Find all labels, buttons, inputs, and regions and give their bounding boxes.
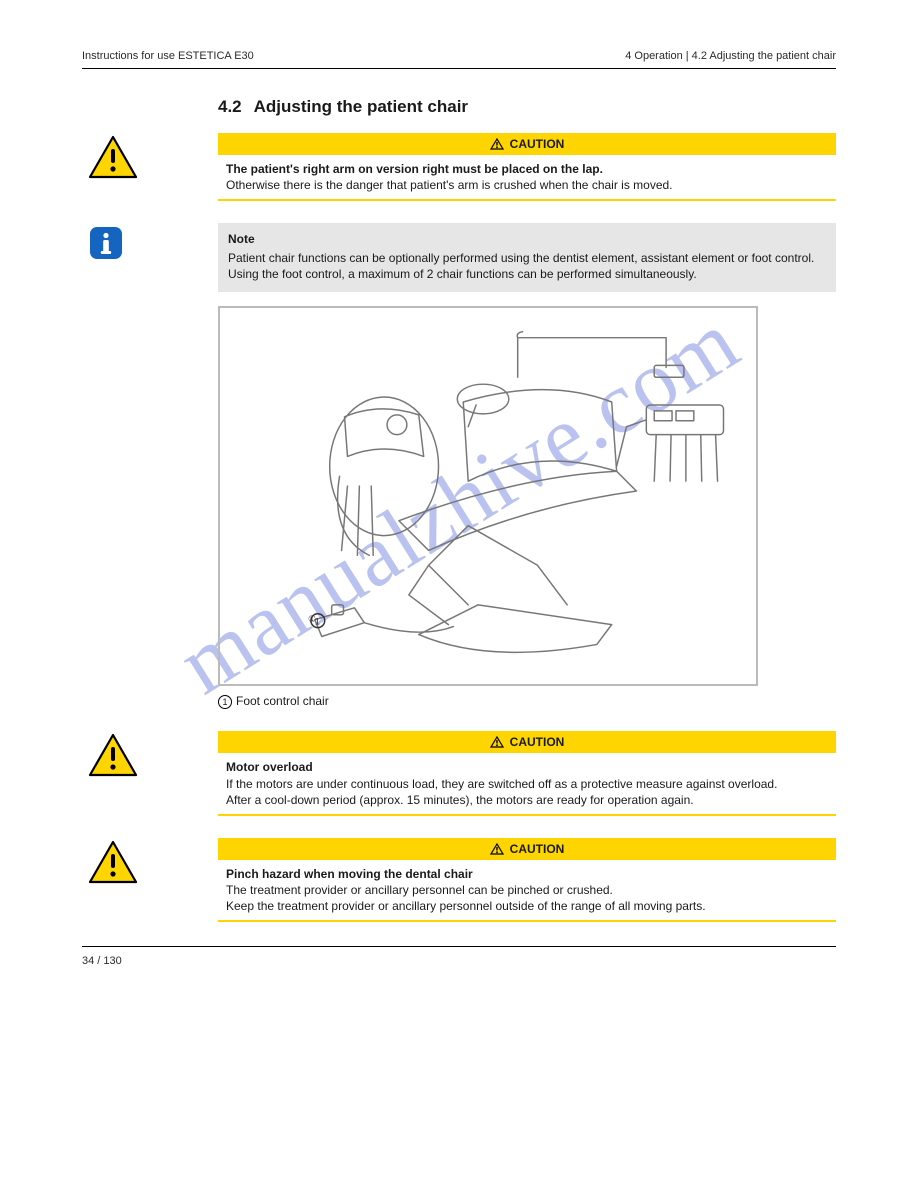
caution3-header: CAUTION — [218, 838, 836, 860]
section-title-text: Adjusting the patient chair — [254, 97, 468, 116]
figure-dental-chair: 1 ① — [218, 306, 758, 686]
warning-triangle-icon — [88, 135, 138, 179]
warning-triangle-icon — [88, 733, 138, 777]
caution-mini-triangle-icon — [490, 843, 504, 855]
caution-mini-triangle-icon — [490, 736, 504, 748]
caution3-bottom-rule — [218, 920, 836, 922]
section-heading: 4.2 Adjusting the patient chair — [218, 97, 836, 117]
caution1-header: CAUTION — [218, 133, 836, 155]
warning-triangle-icon — [88, 840, 138, 884]
caution3-bold: Pinch hazard when moving the dental chai… — [226, 866, 828, 882]
caution1-bold: The patient's right arm on version right… — [226, 161, 828, 177]
caution2-line2: If the motors are under continuous load,… — [226, 776, 828, 792]
note-box: Note Patient chair functions can be opti… — [218, 223, 836, 293]
figure-legend: 1 Foot control chair — [218, 694, 836, 709]
caution3-line2: The treatment provider or ancillary pers… — [226, 882, 828, 898]
legend-text-1: Foot control chair — [236, 694, 329, 708]
figure-marker: ① — [308, 614, 316, 625]
caution1-body: The patient's right arm on version right… — [218, 155, 836, 199]
legend-marker-1: 1 — [218, 695, 232, 709]
caution3-body: Pinch hazard when moving the dental chai… — [218, 860, 836, 921]
caution2-line3: After a cool-down period (approx. 15 min… — [226, 792, 828, 808]
footer-left: 34 / 130 — [82, 955, 122, 967]
caution1-bottom-rule — [218, 199, 836, 201]
header-left: Instructions for use ESTETICA E30 — [82, 50, 254, 62]
caution2-label: CAUTION — [510, 735, 565, 749]
caution2-bold: Motor overload — [226, 759, 828, 775]
caution1-line2: Otherwise there is the danger that patie… — [226, 177, 828, 193]
caution1-label: CAUTION — [510, 137, 565, 151]
rule-bottom — [82, 946, 836, 947]
caution3-label: CAUTION — [510, 842, 565, 856]
section-number: 4.2 — [218, 97, 242, 116]
caution2-bottom-rule — [218, 814, 836, 816]
info-icon — [88, 225, 124, 261]
header-right: 4 Operation | 4.2 Adjusting the patient … — [625, 50, 836, 62]
caution3-line3: Keep the treatment provider or ancillary… — [226, 898, 828, 914]
rule-top — [82, 68, 836, 69]
note-body: Patient chair functions can be optionall… — [228, 250, 826, 282]
note-title: Note — [228, 231, 826, 247]
caution-mini-triangle-icon — [490, 138, 504, 150]
caution2-header: CAUTION — [218, 731, 836, 753]
caution2-body: Motor overload If the motors are under c… — [218, 753, 836, 814]
